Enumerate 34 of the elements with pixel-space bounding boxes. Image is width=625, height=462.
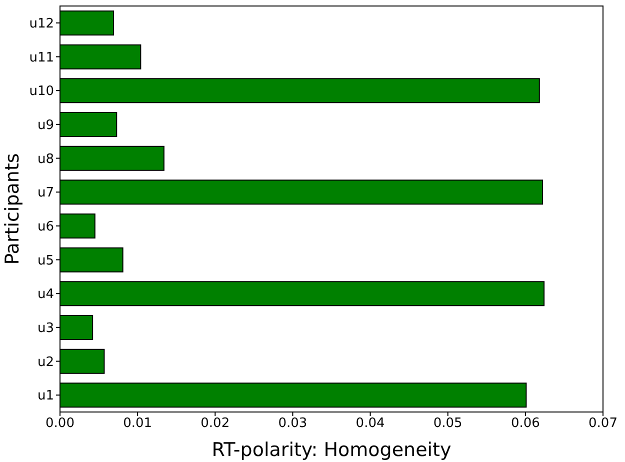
bar (60, 112, 118, 137)
x-axis-title: RT-polarity: Homogeneity (212, 439, 452, 461)
bar (60, 44, 142, 70)
x-tick-label: 0.05 (433, 416, 462, 432)
bar (60, 247, 124, 272)
y-tick-label: u6 (37, 220, 54, 235)
bar (60, 10, 114, 36)
x-tick-label: 0.07 (588, 416, 618, 432)
y-tick-label: u8 (37, 152, 54, 167)
y-tick-label: u4 (37, 287, 54, 302)
y-tick-label: u7 (37, 186, 54, 201)
y-tick-label: u9 (37, 118, 54, 134)
bar (60, 146, 164, 171)
bar (60, 214, 96, 238)
y-tick-label: u12 (29, 16, 54, 32)
y-tick-label: u10 (29, 84, 54, 100)
y-tick-label: u5 (37, 253, 54, 268)
y-tick-label: u3 (37, 321, 54, 336)
y-tick-label: u1 (37, 388, 54, 404)
x-tick-label: 0.02 (200, 416, 230, 432)
y-tick-label: u2 (37, 354, 54, 370)
bar (60, 382, 527, 408)
bar (60, 281, 545, 306)
x-tick-label: 0.04 (356, 416, 385, 432)
bar (60, 78, 540, 104)
y-axis-title: Participants (2, 153, 24, 265)
bar (60, 315, 94, 340)
x-tick-label: 0.03 (278, 416, 308, 432)
bar (60, 180, 543, 205)
bar (60, 348, 105, 374)
x-tick-label: 0.00 (46, 416, 74, 432)
x-tick-label: 0.01 (123, 416, 152, 432)
y-tick-label: u11 (29, 50, 54, 66)
x-tick-label: 0.06 (510, 416, 540, 432)
